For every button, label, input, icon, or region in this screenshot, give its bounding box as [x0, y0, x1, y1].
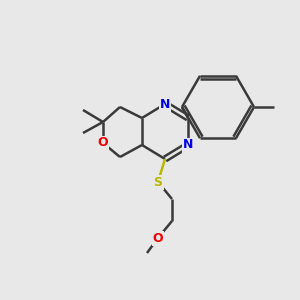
Text: O: O — [153, 232, 163, 244]
Text: S: S — [154, 176, 163, 188]
Text: N: N — [183, 139, 193, 152]
Text: O: O — [98, 136, 108, 149]
Text: N: N — [160, 98, 170, 110]
